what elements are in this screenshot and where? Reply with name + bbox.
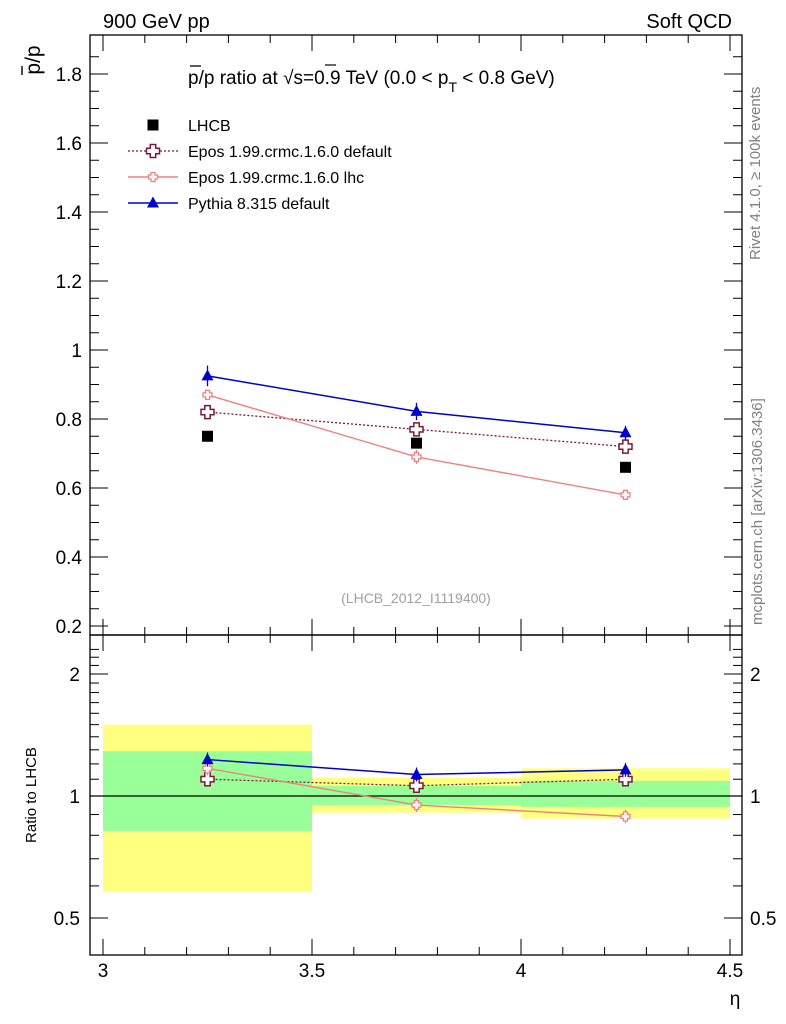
data-point — [618, 439, 633, 454]
mcplots-label: mcplots.cern.ch [arXiv:1306.3436] — [749, 398, 766, 625]
ratio-point — [201, 753, 214, 765]
legend-marker — [147, 196, 159, 208]
ratio-series-2 — [201, 752, 632, 782]
title-mid: =0.9 TeV (0.0 < p — [303, 68, 448, 89]
ratio-plot-frame — [89, 634, 743, 956]
title-sub: T — [448, 79, 457, 95]
header-right: Soft QCD — [646, 11, 732, 33]
ratio-y-tick-label: 2 — [69, 665, 80, 686]
legend-marker — [145, 143, 161, 159]
legend: LHCB Epos 1.99.crmc.1.6.0 default Epos 1.9… — [128, 118, 392, 213]
main-y-tick-label: 1.8 — [56, 65, 82, 86]
svg-text:p/p ratio at √s=0.9 TeV (0.0 <: p/p ratio at √s=0.9 TeV (0.0 < pT < 0.8 … — [188, 68, 555, 95]
main-y-tick-label: 1.4 — [56, 203, 83, 224]
main-panel: 0.2 0.4 0.6 0.8 1 1.2 1.4 1.6 1.8 p/p p/p ratio … — [21, 34, 743, 638]
ratio-ticks: 0.5 0.5 1 1 2 2 3 3.5 4 4.5 — [54, 635, 776, 982]
legend-item-2: Epos 1.99.crmc.1.6.0 lhc — [128, 170, 364, 187]
main-title: p/p ratio at √s=0.9 TeV (0.0 < pT < 0.8 … — [188, 64, 555, 95]
main-y-tick-label: 0.8 — [56, 410, 82, 431]
ratio-point — [409, 778, 424, 793]
ratio-point — [200, 771, 215, 787]
x-tick-label: 4 — [516, 961, 527, 982]
main-y-tick-label: 0.4 — [56, 548, 83, 569]
uncertainty-band-inner — [312, 785, 521, 806]
data-point — [202, 430, 213, 442]
header-left: 900 GeV pp — [103, 11, 210, 33]
rivet-label: Rivet 4.1.0, ≥ 100k events — [747, 87, 764, 260]
title-pre: p/p ratio at — [188, 68, 283, 89]
main-series — [200, 365, 633, 501]
main-y-tick-label: 1 — [71, 341, 82, 362]
ratio-y-tick-label: 0.5 — [54, 909, 80, 930]
x-axis-label: η — [730, 989, 741, 1010]
legend-item-3: Pythia 8.315 default — [128, 196, 330, 213]
ratio-point — [619, 763, 632, 775]
legend-marker — [147, 171, 159, 183]
series-3 — [201, 365, 632, 440]
data-point — [201, 369, 214, 381]
ratio-y-tick-label-right: 1 — [750, 787, 761, 808]
legend-label: LHCB — [188, 118, 231, 135]
legend-item-0: LHCB — [147, 118, 231, 135]
data-point — [620, 461, 631, 473]
legend-label: Epos 1.99.crmc.1.6.0 lhc — [188, 170, 364, 187]
title-s: s — [294, 68, 304, 89]
series-1 — [200, 404, 633, 454]
data-point — [620, 489, 631, 501]
data-point — [619, 426, 632, 438]
ratio-panel: 0.5 0.5 1 1 2 2 3 3.5 4 4.5 Ratio to LHCB η — [23, 634, 776, 1010]
x-tick-label: 4.5 — [717, 961, 743, 982]
ratio-point — [620, 811, 631, 822]
data-point — [202, 389, 213, 400]
x-tick-label: 3.5 — [299, 961, 325, 982]
ratio-y-tick-label: 1 — [69, 787, 80, 808]
ratio-y-label: Ratio to LHCB — [23, 747, 40, 843]
data-point — [411, 437, 422, 449]
ratio-series-0 — [200, 771, 633, 793]
data-point — [409, 422, 424, 437]
data-point — [410, 404, 423, 416]
main-y-tick-label: 1.2 — [56, 272, 82, 293]
ratio-y-tick-label-right: 2 — [750, 665, 761, 686]
ratio-point — [410, 767, 423, 779]
legend-marker — [147, 119, 159, 131]
series-0 — [202, 430, 631, 473]
x-tick-label: 3 — [98, 961, 109, 982]
title-post: < 0.8 GeV) — [457, 68, 555, 89]
data-point — [200, 404, 215, 420]
ratio-point — [411, 799, 422, 811]
ratio-point — [202, 763, 213, 774]
main-y-ticks: 0.2 0.4 0.6 0.8 1 1.2 1.4 1.6 1.8 — [56, 35, 742, 638]
ratio-series-1 — [202, 761, 631, 824]
data-point — [411, 451, 422, 463]
ratio-y-tick-label-right: 0.5 — [750, 909, 776, 930]
ratio-point — [618, 771, 633, 787]
main-y-label: p/p — [22, 45, 45, 74]
legend-item-1: Epos 1.99.crmc.1.6.0 default — [128, 143, 392, 161]
main-y-tick-label: 0.2 — [56, 617, 82, 638]
main-y-tick-label: 1.6 — [56, 134, 82, 155]
ratio-series — [200, 752, 633, 824]
legend-label: Pythia 8.315 default — [188, 196, 330, 213]
legend-label: Epos 1.99.crmc.1.6.0 default — [188, 144, 392, 161]
series-2 — [202, 389, 631, 501]
analysis-watermark: (LHCB_2012_I1119400) — [341, 590, 491, 606]
main-y-tick-label: 0.6 — [56, 479, 82, 500]
title-sqrt: √ — [283, 68, 294, 89]
